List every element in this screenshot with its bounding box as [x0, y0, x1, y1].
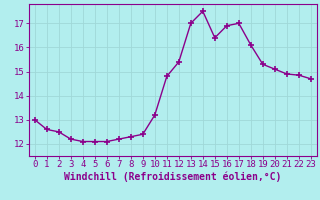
X-axis label: Windchill (Refroidissement éolien,°C): Windchill (Refroidissement éolien,°C) [64, 172, 282, 182]
